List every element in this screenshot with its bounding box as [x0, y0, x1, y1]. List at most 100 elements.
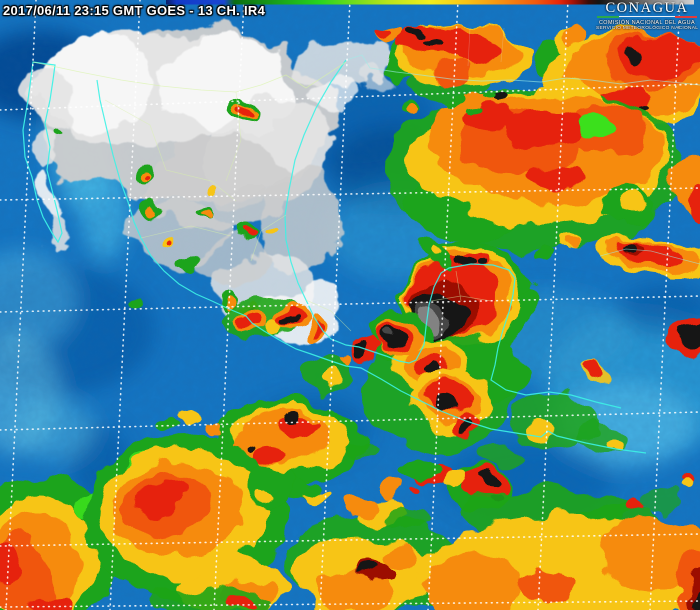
storm-cell — [55, 133, 65, 139]
grid-line — [319, 0, 351, 610]
us-state-lines — [467, 27, 505, 67]
grid-line — [213, 0, 245, 610]
grid-line — [427, 0, 459, 610]
storm-cell — [480, 474, 496, 484]
storm-cell — [127, 295, 143, 305]
storm-cell — [526, 164, 586, 188]
storm-cell — [30, 596, 74, 610]
storm-cell — [158, 415, 178, 427]
timestamp-label: 2017/06/11 23:15 GMT GOES - 13 CH. IR4 — [3, 3, 266, 18]
storm-cell — [146, 207, 160, 217]
storm-cell — [431, 248, 443, 258]
storm-cell — [253, 486, 273, 498]
storm-cell — [404, 460, 440, 480]
storm-cell — [282, 317, 294, 325]
temperature-scale-bar — [166, 0, 694, 5]
conagua-logo: CONAGUA COMISIÓN NACIONAL DEL AGUA SERVI… — [596, 0, 699, 32]
storm-cell — [576, 426, 624, 454]
storm-cell — [617, 194, 649, 214]
gray-cloud-blob — [357, 70, 393, 90]
grid-line — [0, 295, 700, 313]
grid-line — [0, 533, 700, 547]
storm-cell — [378, 481, 406, 499]
storm-cell — [266, 229, 278, 237]
grid-line — [109, 0, 141, 610]
grid-line — [0, 83, 700, 111]
storm-cell — [200, 211, 212, 219]
grid-line — [5, 0, 37, 610]
logo-title: CONAGUA — [605, 0, 689, 16]
storm-cell — [406, 106, 418, 114]
storm-cell — [601, 439, 619, 451]
storm-cell — [344, 495, 376, 515]
storm-cell — [319, 373, 343, 389]
logo-flag-rule — [597, 16, 697, 18]
gray-cloud-blob — [218, 183, 262, 209]
storm-cell — [492, 91, 508, 101]
storm-cell — [578, 116, 614, 136]
storm-cell — [516, 570, 576, 602]
storm-cell — [411, 32, 425, 40]
storm-cell — [426, 550, 518, 610]
storm-cell — [378, 332, 390, 340]
storm-cell — [378, 544, 418, 568]
grid-line — [0, 411, 700, 431]
storm-cell — [253, 446, 283, 466]
storm-cell — [536, 248, 560, 262]
storm-cell — [505, 112, 585, 148]
storm-cell — [374, 25, 392, 35]
storm-cell — [224, 595, 256, 610]
storm-cell — [146, 175, 154, 181]
storm-cell — [241, 109, 251, 117]
storm-cell — [466, 106, 478, 114]
storm-cell — [678, 481, 690, 491]
storm-cell — [433, 399, 455, 413]
storm-cell — [209, 186, 221, 194]
flag-red-segment — [675, 16, 697, 18]
coastline-baja — [22, 61, 63, 244]
storm-cell — [640, 488, 680, 512]
storm-cell — [564, 240, 576, 248]
storm-cell — [628, 48, 648, 60]
grid-line — [649, 0, 681, 610]
coastline-cuba — [599, 248, 700, 265]
storm-cell — [245, 229, 257, 237]
logo-subtitle-2: SERVICIO METEOROLÓGICO NACIONAL — [596, 26, 699, 31]
storm-cell — [558, 25, 586, 45]
storm-cell — [623, 502, 645, 514]
storm-cell — [690, 587, 700, 610]
flag-green-segment — [597, 16, 619, 18]
gray-cloud-blob — [24, 65, 72, 125]
storm-cell — [0, 544, 21, 580]
storm-cell — [280, 418, 320, 442]
storm-cell — [445, 472, 469, 488]
gray-cloud-blob — [28, 128, 56, 172]
coastline-gulf-yucatan — [284, 59, 622, 409]
storm-cell — [286, 414, 300, 424]
storm-cell — [679, 324, 700, 346]
gray-cloud-blob — [43, 221, 67, 249]
storm-cell — [355, 562, 377, 574]
coastline-us-gulf — [345, 54, 700, 86]
storm-cell — [620, 36, 700, 80]
storm-cell — [455, 420, 473, 432]
storm-cell — [350, 347, 366, 359]
storm-cell — [413, 488, 423, 496]
storm-cell — [375, 329, 401, 349]
gray-cloud-blob — [310, 81, 354, 109]
storm-cell — [346, 442, 374, 458]
storm-cell — [478, 443, 522, 467]
storm-cell — [432, 60, 472, 88]
storm-cloud-layer — [0, 24, 700, 610]
gray-cloud-blob — [205, 238, 265, 278]
flag-white-segment — [619, 16, 675, 17]
storm-cell — [263, 320, 283, 334]
storm-cell — [204, 424, 220, 436]
storm-cell — [423, 41, 441, 49]
storm-cell — [446, 95, 464, 105]
storm-cell — [180, 408, 204, 424]
storm-cell — [583, 364, 607, 380]
